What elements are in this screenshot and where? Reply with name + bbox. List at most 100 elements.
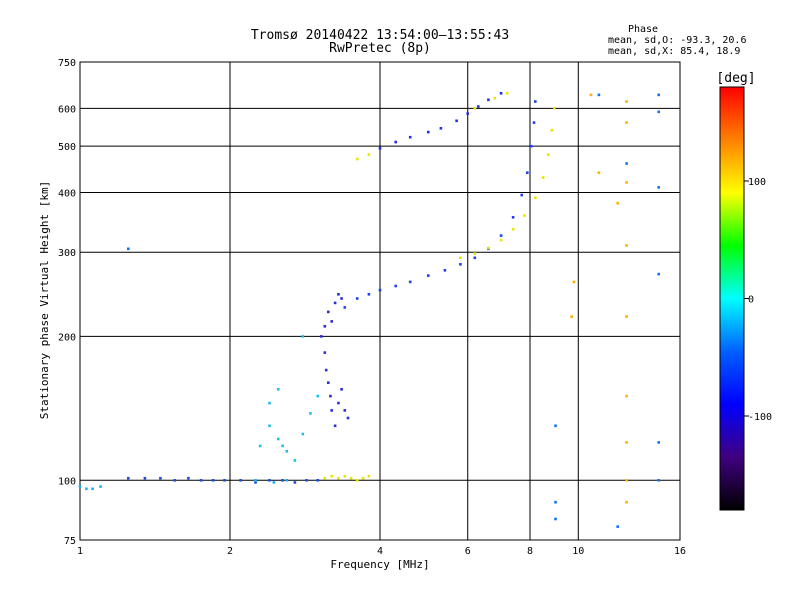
data-point — [499, 234, 503, 237]
colorbar-tick-label: 0 — [748, 295, 754, 306]
x-axis-label: Frequency [MHz] — [330, 558, 429, 571]
grid-lines — [80, 62, 680, 540]
data-point — [330, 409, 333, 412]
data-point — [625, 162, 628, 165]
data-point — [657, 110, 660, 114]
data-point — [258, 444, 262, 448]
data-point — [625, 244, 628, 247]
data-point — [355, 479, 359, 482]
data-point — [281, 444, 284, 448]
data-point — [378, 288, 382, 292]
data-point — [625, 500, 628, 504]
data-point — [337, 476, 340, 480]
data-point — [505, 92, 509, 95]
colorbar-tick-label: 100 — [748, 177, 766, 188]
data-point — [530, 144, 533, 148]
data-point — [427, 274, 430, 277]
data-point — [277, 437, 280, 441]
colorbar-ticks: 100 0 -100 — [744, 177, 772, 423]
data-point — [361, 476, 365, 480]
data-point — [349, 476, 353, 480]
x-tick-label: 10 — [572, 546, 584, 557]
data-point — [520, 193, 523, 197]
data-point — [554, 517, 557, 521]
x-tick-label: 16 — [674, 546, 686, 557]
data-point — [323, 351, 327, 354]
data-point — [657, 479, 660, 482]
data-point — [346, 416, 350, 420]
data-point — [378, 147, 382, 150]
x-axis-ticks: 1 2 4 6 8 10 16 — [77, 546, 686, 557]
y-tick-label: 400 — [58, 188, 76, 199]
data-point — [293, 481, 297, 484]
colorbar — [719, 86, 745, 511]
data-point — [285, 479, 289, 482]
y-axis-label: Stationary phase Virtual Height [km] — [38, 181, 51, 419]
data-point — [554, 500, 557, 504]
data-point — [625, 479, 628, 482]
data-point — [657, 272, 660, 276]
x-tick-label: 2 — [227, 546, 233, 557]
data-point — [333, 424, 337, 428]
stats-heading: Phase — [628, 24, 658, 35]
data-point — [305, 479, 308, 482]
data-point — [268, 479, 271, 482]
data-point — [534, 100, 537, 103]
chart-title: Tromsø 20140422 13:54:00–13:55:43 — [251, 28, 509, 43]
data-point — [337, 293, 340, 296]
data-point — [211, 479, 215, 482]
data-point — [268, 424, 271, 428]
data-point — [473, 107, 477, 110]
data-point — [223, 479, 226, 482]
data-point — [408, 135, 412, 139]
y-tick-label: 75 — [64, 536, 76, 547]
data-point — [511, 228, 515, 231]
data-point — [324, 368, 328, 372]
x-tick-label: 6 — [465, 546, 471, 557]
data-point — [301, 335, 305, 338]
data-point — [466, 112, 469, 115]
y-axis-ticks: 75 100 200 300 400 500 600 750 — [58, 58, 76, 547]
data-point — [367, 293, 371, 296]
data-point — [523, 214, 526, 217]
data-point — [316, 479, 319, 482]
data-point — [330, 474, 333, 478]
data-point — [625, 100, 628, 103]
data-points — [78, 92, 660, 528]
data-point — [323, 325, 327, 328]
data-point — [657, 441, 660, 444]
data-point — [625, 315, 628, 318]
data-point — [553, 107, 556, 110]
y-tick-label: 750 — [58, 58, 76, 69]
data-point — [173, 479, 177, 482]
data-point — [340, 388, 343, 391]
data-point — [285, 450, 289, 453]
x-tick-label: 8 — [527, 546, 533, 557]
data-point — [657, 93, 660, 97]
data-point — [459, 263, 462, 266]
data-point — [343, 306, 347, 309]
data-point — [91, 487, 94, 491]
y-tick-label: 600 — [58, 104, 76, 115]
data-point — [511, 216, 515, 219]
data-point — [293, 459, 297, 462]
data-point — [541, 176, 545, 179]
data-point — [408, 280, 412, 284]
data-point — [546, 153, 550, 156]
data-point — [616, 525, 619, 528]
y-tick-label: 200 — [58, 332, 76, 343]
data-point — [143, 476, 147, 480]
data-point — [487, 98, 490, 102]
data-point — [455, 119, 458, 123]
data-point — [589, 93, 593, 97]
colorbar-label: [deg] — [716, 71, 755, 86]
data-point — [272, 481, 276, 484]
data-point — [187, 476, 190, 480]
data-point — [327, 310, 330, 314]
data-point — [340, 297, 343, 300]
data-point — [625, 181, 628, 184]
data-point — [281, 479, 284, 482]
data-point — [657, 186, 660, 189]
data-point — [473, 252, 477, 255]
